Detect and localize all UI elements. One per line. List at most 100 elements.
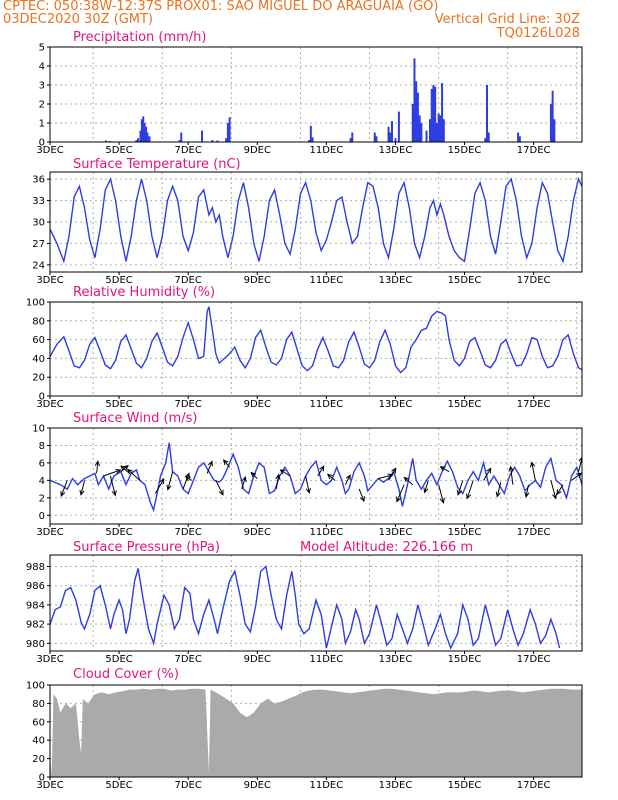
precip-bar: [418, 115, 421, 142]
x-tick-label: 5DEC: [105, 275, 132, 286]
y-tick-label: 0: [39, 138, 45, 149]
y-tick-label: 0: [39, 392, 45, 403]
x-tick-label: 11DEC: [309, 780, 343, 791]
x-tick-label: 3DEC: [36, 275, 63, 286]
y-tick-label: 10: [32, 424, 45, 435]
precip-bar: [211, 140, 214, 142]
wind-arrow: [182, 472, 190, 490]
y-tick-label: 100: [26, 298, 45, 309]
plot-frame: [49, 301, 583, 397]
series-cloud-cover: [50, 688, 582, 777]
panel-title: Surface Temperature (nC): [73, 157, 241, 172]
precip-bar: [486, 85, 488, 142]
precip-bar: [140, 119, 143, 142]
precip-bar: [435, 123, 438, 142]
x-tick-label: 7DEC: [174, 145, 201, 156]
precip-bar: [375, 136, 378, 142]
x-tick-label: 17DEC: [517, 780, 551, 791]
wind-arrow: [508, 465, 514, 485]
x-tick-label: 7DEC: [174, 275, 201, 286]
precip-bar: [437, 113, 440, 142]
precip-bar: [549, 104, 552, 142]
wind-arrow: [483, 467, 492, 481]
y-tick-label: 986: [26, 581, 45, 592]
precip-bar: [487, 132, 490, 142]
x-tick-label: 9DEC: [244, 145, 271, 156]
wind-arrow: [279, 469, 291, 477]
precip-bar: [389, 132, 392, 142]
x-tick-label: 9DEC: [244, 399, 271, 410]
wind-arrow: [60, 480, 68, 498]
wind-arrow: [571, 472, 582, 481]
y-tick-label: 20: [32, 754, 45, 765]
panel-cloud-cover: 0 20 40 60 80 100 3DEC 5DEC 7DEC 9DEC 11DEC 13DEC 15…: [26, 667, 583, 791]
y-tick-label: 24: [32, 260, 45, 271]
y-tick-label: 33: [32, 196, 45, 207]
series-wind: [50, 442, 582, 513]
y-tick-label: 0: [39, 773, 45, 784]
precip-bar: [518, 136, 521, 142]
panel-title: Cloud Cover (%): [73, 667, 179, 682]
precip-bar: [137, 138, 140, 142]
wind-arrow: [438, 484, 445, 504]
y-tick-label: 984: [26, 600, 45, 611]
wind-arrow: [550, 480, 558, 500]
x-tick-label: 3DEC: [36, 527, 63, 538]
precip-bar: [309, 125, 312, 142]
wind-arrow: [456, 480, 464, 496]
series-line: [50, 177, 582, 264]
precip-bar: [142, 116, 145, 142]
x-tick-label: 11DEC: [309, 399, 343, 410]
x-tick-label: 17DEC: [517, 145, 551, 156]
x-tick-label: 7DEC: [174, 527, 201, 538]
precip-bar: [397, 111, 400, 142]
precip-bar: [484, 138, 487, 142]
precip-bar: [349, 138, 352, 142]
wind-arrow: [79, 480, 86, 496]
x-tick-label: 3DEC: [36, 399, 63, 410]
x-tick-label: 13DEC: [379, 399, 413, 410]
series-line: [50, 306, 582, 374]
x-tick-label: 17DEC: [517, 275, 551, 286]
precip-bar: [180, 132, 183, 142]
x-tick-label: 11DEC: [309, 275, 343, 286]
wind-arrow: [403, 476, 414, 486]
y-tick-label: 40: [32, 736, 45, 747]
wind-arrow: [524, 484, 530, 498]
precip-bar: [228, 117, 231, 142]
x-tick-label: 9DEC: [244, 780, 271, 791]
precip-bar: [145, 126, 148, 142]
wind-arrow: [358, 488, 365, 503]
wind-arrow: [530, 461, 536, 481]
y-tick-label: 100: [26, 681, 45, 692]
series-precipitation: [104, 58, 556, 142]
x-tick-label: 5DEC: [105, 780, 132, 791]
header-location: CPTEC: 050:38W-12:37S PROX01: SAO MIGUEL…: [3, 0, 439, 14]
wind-arrow: [222, 459, 231, 468]
precip-bar: [216, 140, 219, 142]
precip-bar: [425, 130, 428, 142]
y-tick-label: 80: [32, 316, 45, 327]
y-tick-label: 1: [39, 119, 45, 130]
wind-arrow: [215, 480, 224, 496]
plot-frame: [49, 46, 583, 143]
series-pressure: [50, 565, 561, 650]
x-tick-label: 7DEC: [174, 654, 201, 665]
panel-humidity: 0 20 40 60 80 100 3DEC 5DEC 7DEC 9DEC 11DEC 13DEC 15…: [26, 285, 583, 410]
wind-arrow: [344, 474, 351, 485]
precip-bar: [432, 85, 435, 142]
x-tick-label: 15DEC: [448, 275, 482, 286]
x-tick-label: 13DEC: [379, 275, 413, 286]
x-tick-label: 5DEC: [105, 145, 132, 156]
wind-arrow: [241, 475, 247, 490]
header-date: 03DEC2020 30Z (GMT): [3, 12, 154, 27]
y-tick-label: 40: [32, 354, 45, 365]
header-model-code: TQ0126L028: [496, 26, 580, 41]
y-tick-label: 6: [39, 458, 45, 469]
precip-bar: [143, 123, 146, 142]
y-tick-label: 980: [26, 639, 45, 650]
wind-arrow: [317, 465, 325, 477]
x-tick-label: 15DEC: [448, 654, 482, 665]
precip-bar: [225, 138, 228, 142]
